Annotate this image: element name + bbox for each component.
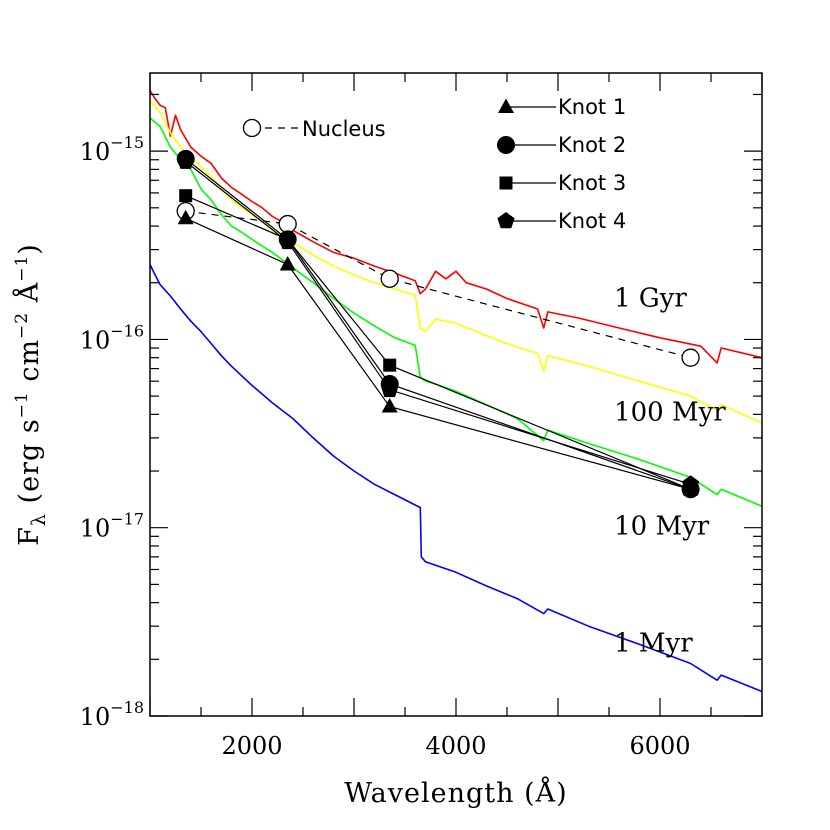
y-axis-title: Fλ (erg s−1 cm−2 Å−1)	[12, 243, 50, 546]
series-point-knot-3	[179, 189, 193, 203]
model-labels: 1 Gyr 100 Myr 10 Myr 1 Myr	[614, 283, 726, 658]
series-line-knot-4	[185, 161, 691, 485]
x-axis-title: Wavelength (Å)	[344, 776, 567, 809]
model-label-100-myr: 100 Myr	[614, 398, 726, 428]
data-series	[176, 149, 700, 499]
y-tick-label: 10−16	[80, 321, 144, 354]
model-spectra	[150, 90, 762, 693]
legend-label-knot-4: Knot 4	[558, 209, 626, 233]
model-line-1-gyr	[150, 90, 762, 364]
series-point-knot-4	[279, 232, 297, 250]
legend: Knot 1 Knot 2 Knot 3 Knot 4 Nucleus	[242, 95, 626, 233]
axes: 2000 4000 6000 10−15 10−16 10−17 10−18	[80, 73, 763, 760]
model-line-10-myr	[150, 117, 762, 508]
legend-marker-nucleus	[242, 118, 262, 138]
y-tick-label: 10−15	[80, 133, 144, 166]
series-line-knot-1	[185, 217, 691, 490]
x-tick-label: 6000	[629, 732, 690, 760]
legend-label-knot-3: Knot 3	[558, 171, 626, 195]
series-point-knot-1	[177, 209, 194, 225]
series-point-nucleus	[681, 348, 700, 367]
series-point-knot-4	[381, 380, 399, 398]
series-point-nucleus	[380, 269, 399, 288]
legend-label-knot-1: Knot 1	[558, 95, 626, 119]
legend-marker-knot-3	[499, 176, 513, 190]
model-line-100-myr	[150, 100, 762, 424]
y-tick-label: 10−18	[80, 698, 144, 731]
series-point-knot-3	[383, 358, 397, 372]
series-point-knot-4	[177, 152, 195, 169]
legend-marker-knot-4	[497, 212, 515, 229]
x-tick-label: 4000	[425, 732, 486, 760]
model-label-1-gyr: 1 Gyr	[614, 283, 687, 313]
model-line-1-myr	[150, 264, 762, 693]
series-line-knot-3	[185, 195, 691, 490]
plot-frame	[149, 72, 763, 717]
legend-label-nucleus: Nucleus	[302, 117, 386, 141]
series-point-knot-1	[381, 398, 398, 413]
series-line-nucleus	[185, 210, 691, 359]
series-point-nucleus	[278, 214, 297, 234]
legend-marker-knot-1	[498, 98, 514, 113]
series-point-knot-1	[279, 255, 296, 271]
x-tick-label: 2000	[221, 732, 282, 760]
series-point-knot-4	[682, 475, 700, 492]
model-label-10-myr: 10 Myr	[614, 512, 710, 542]
legend-label-knot-2: Knot 2	[558, 133, 626, 157]
y-tick-label: 10−17	[80, 510, 144, 543]
model-label-1-myr: 1 Myr	[614, 629, 693, 659]
legend-marker-knot-2	[497, 136, 515, 154]
